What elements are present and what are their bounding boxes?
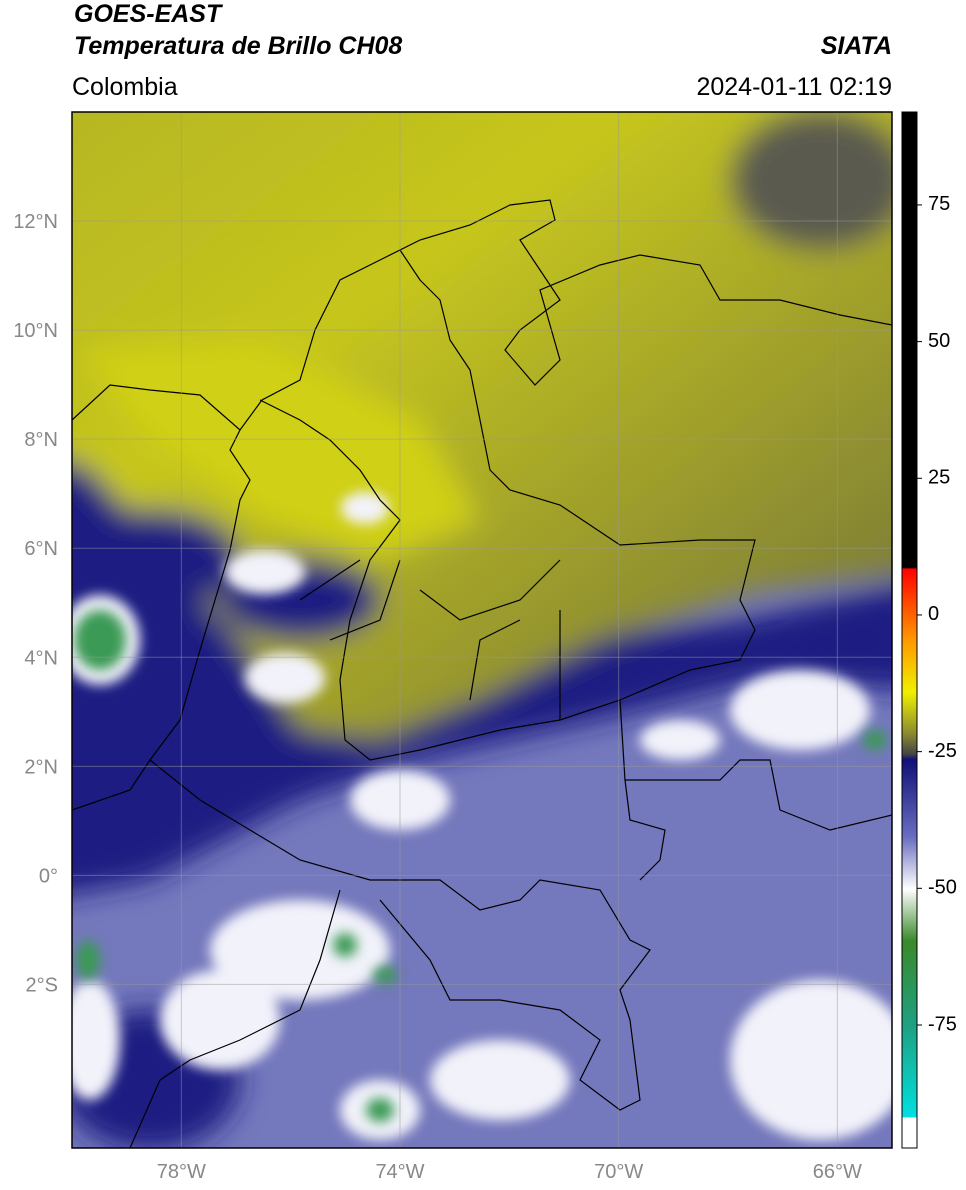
- y-tick-label: 10°N: [13, 320, 58, 342]
- colorbar-tick-label: 75: [928, 193, 950, 215]
- x-tick-label: 78°W: [157, 1161, 206, 1183]
- y-tick-label: 12°N: [13, 211, 58, 233]
- x-tick-label: 74°W: [375, 1161, 424, 1183]
- y-tick-label: 6°N: [24, 538, 58, 560]
- colorbar-tick-label: -25: [928, 740, 957, 762]
- satellite-image: [72, 112, 892, 1148]
- subtitle: Temperatura de Brillo CH08: [74, 32, 402, 60]
- datetime: 2024-01-11 02:19: [696, 73, 892, 101]
- graticule: [72, 112, 892, 1148]
- colorbar-tick-label: 0: [928, 603, 939, 625]
- title: GOES-EAST: [74, 0, 224, 28]
- colorbar-tick-label: 25: [928, 467, 950, 489]
- borders: [72, 199, 892, 1148]
- y-tick-label: 2°S: [26, 974, 58, 996]
- colorbar: [901, 111, 918, 1149]
- y-tick-label: 2°N: [24, 756, 58, 778]
- colorbar-tick-label: 50: [928, 330, 950, 352]
- x-tick-label: 70°W: [594, 1161, 643, 1183]
- colorbar-tick-label: -50: [928, 877, 957, 899]
- y-tick-label: 8°N: [24, 429, 58, 451]
- region: Colombia: [72, 73, 178, 101]
- y-tick-label: 4°N: [24, 647, 58, 669]
- x-tick-label: 66°W: [813, 1161, 862, 1183]
- source: SIATA: [821, 32, 892, 60]
- y-tick-label: 0°: [39, 865, 58, 887]
- colorbar-tick-label: -75: [928, 1013, 957, 1035]
- map-frame: [71, 111, 893, 1149]
